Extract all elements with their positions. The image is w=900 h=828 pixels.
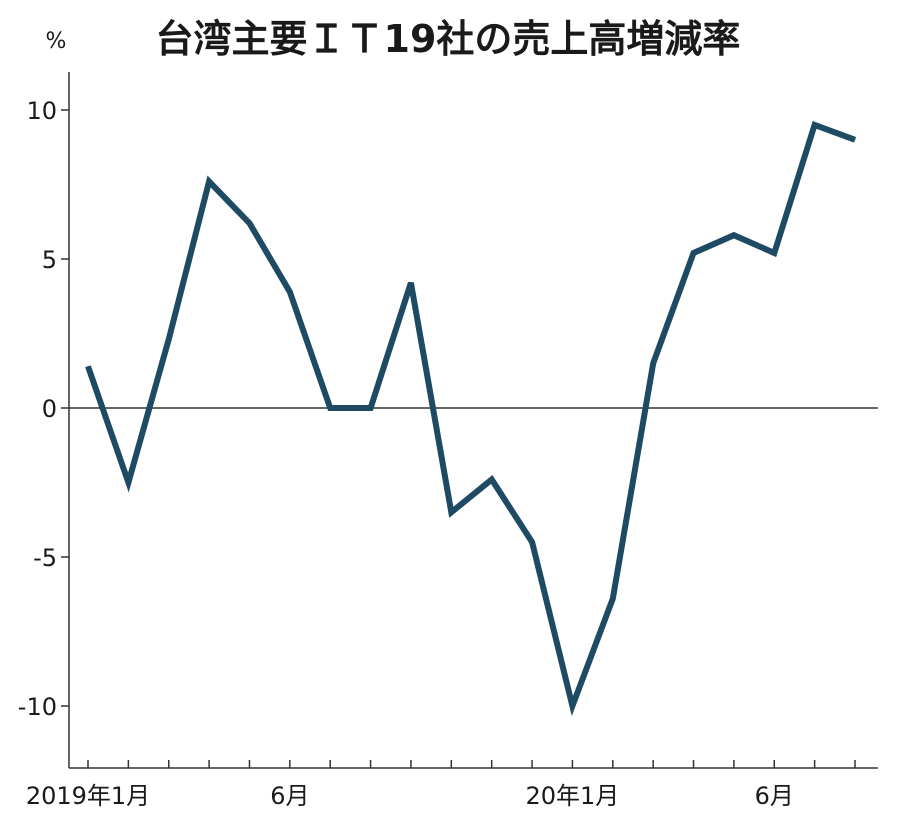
- series-layer: [85, 120, 857, 717]
- data-point: [289, 291, 291, 293]
- y-tick-label: 0: [42, 395, 57, 423]
- data-point: [127, 482, 129, 483]
- data-point: [773, 252, 775, 254]
- y-axis-ticks: 10 5 0 -5 -10: [18, 97, 69, 721]
- data-point: [531, 541, 533, 543]
- data-point: [248, 222, 250, 224]
- data-point: [733, 234, 735, 236]
- x-tick-label: 6月: [755, 782, 794, 810]
- x-tick-label: 2019年1月: [26, 782, 150, 810]
- data-point: [450, 511, 452, 513]
- data-point: [693, 252, 695, 254]
- data-point: [87, 365, 89, 367]
- x-tick-label: 20年1月: [526, 782, 620, 810]
- y-tick-label: 5: [42, 246, 57, 274]
- data-point: [854, 139, 856, 141]
- data-point: [652, 362, 654, 364]
- data-point: [612, 598, 614, 600]
- data-point: [370, 407, 372, 409]
- data-point: [410, 282, 412, 284]
- y-tick-label: 10: [26, 97, 57, 125]
- data-point: [571, 705, 573, 707]
- data-point: [208, 181, 210, 183]
- y-tick-label: -5: [33, 544, 57, 572]
- data-point: [329, 407, 331, 409]
- data-point: [168, 338, 170, 340]
- y-tick-label: -10: [18, 693, 57, 721]
- data-point: [491, 479, 493, 481]
- x-axis-ticks: 2019年1月 6月 20年1月 6月: [26, 760, 856, 810]
- series-line: [85, 120, 857, 717]
- x-tick-label: 6月: [270, 782, 309, 810]
- y-axis-unit-label: %: [46, 29, 67, 54]
- chart-title: 台湾主要ＩＴ19社の売上高増減率: [156, 17, 741, 61]
- data-point: [814, 124, 816, 126]
